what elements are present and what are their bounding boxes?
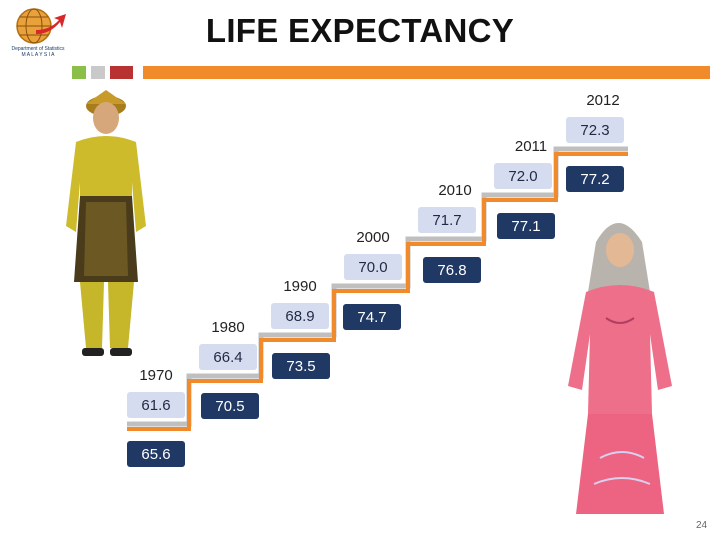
male-value-box [199,344,257,370]
male-value-label: 72.3 [580,122,609,139]
female-value-label: 76.8 [437,262,466,279]
female-value-box [566,166,624,192]
step-line-orange [127,152,628,431]
male-value-box [271,303,329,329]
female-value-box [127,441,185,467]
female-value-box [423,257,481,283]
year-label: 1990 [283,278,316,295]
female-value-label: 77.2 [580,171,609,188]
year-label: 2011 [515,138,547,155]
male-value-label: 72.0 [508,168,537,185]
step-line-gray [127,146,628,427]
logo-caption-line1: Department of Statistics [11,46,65,52]
logo-caption: Department of Statistics M A L A Y S I A [4,46,72,58]
logo-caption-line2: M A L A Y S I A [21,52,55,58]
male-value-label: 68.9 [285,308,314,325]
page-number: 24 [696,520,708,531]
male-value-label: 61.6 [141,397,170,414]
female-value-box [272,353,330,379]
year-label: 2000 [356,229,389,246]
year-label: 2010 [438,182,471,199]
male-value-label: 71.7 [432,212,461,229]
dosm-logo [6,4,68,64]
male-value-box [127,392,185,418]
accent-bar-gray [91,66,105,79]
female-value-label: 65.6 [141,446,170,463]
male-figure-image [66,90,146,356]
female-value-label: 73.5 [286,358,315,375]
accent-bar-green [72,66,86,79]
year-label: 2012 [586,92,619,109]
globe-icon [16,8,66,44]
page-title: LIFE EXPECTANCY [205,12,515,49]
female-value-box [343,304,401,330]
female-value-label: 74.7 [357,309,386,326]
male-value-box [418,207,476,233]
female-value-box [497,213,555,239]
year-label: 1970 [139,367,172,384]
female-value-box [201,393,259,419]
female-figure-image [568,223,672,514]
accent-bar-red [110,66,133,79]
female-value-label: 70.5 [215,398,244,415]
male-value-box [494,163,552,189]
male-value-box [344,254,402,280]
male-value-box [566,117,624,143]
accent-bar-orange [143,66,710,79]
female-value-label: 77.1 [511,218,540,235]
male-value-label: 70.0 [358,259,387,276]
male-value-label: 66.4 [213,349,242,366]
year-label: 1980 [211,319,244,336]
